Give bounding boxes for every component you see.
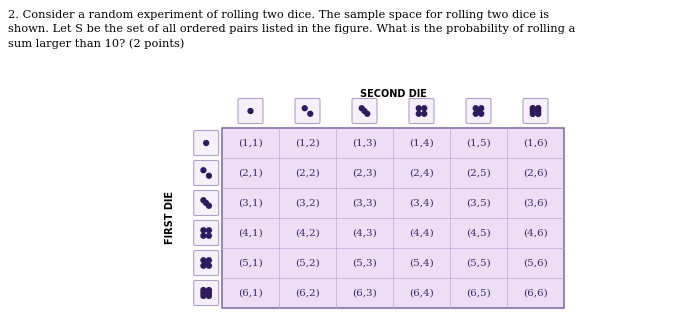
Text: SECOND DIE: SECOND DIE: [360, 89, 426, 99]
Text: (3,2): (3,2): [295, 199, 320, 207]
Circle shape: [362, 109, 367, 113]
Circle shape: [479, 106, 484, 111]
Text: sum larger than 10? (2 points): sum larger than 10? (2 points): [8, 38, 185, 48]
Circle shape: [422, 111, 427, 116]
Circle shape: [530, 109, 535, 113]
Circle shape: [201, 233, 206, 238]
Circle shape: [204, 261, 209, 266]
Text: (5,2): (5,2): [295, 258, 320, 267]
Text: (2,2): (2,2): [295, 169, 320, 178]
FancyBboxPatch shape: [222, 128, 564, 308]
Text: (6,4): (6,4): [409, 288, 434, 297]
Circle shape: [207, 173, 211, 178]
Text: (6,3): (6,3): [352, 288, 377, 297]
Circle shape: [479, 111, 484, 116]
FancyBboxPatch shape: [194, 280, 219, 306]
FancyBboxPatch shape: [194, 191, 219, 215]
Circle shape: [530, 111, 535, 116]
Circle shape: [207, 288, 211, 293]
Text: (4,6): (4,6): [523, 228, 548, 237]
Circle shape: [248, 109, 253, 113]
Text: (6,2): (6,2): [295, 288, 320, 297]
Text: 2. Consider a random experiment of rolling two dice. The sample space for rollin: 2. Consider a random experiment of rolli…: [8, 10, 549, 20]
FancyBboxPatch shape: [295, 99, 320, 123]
Circle shape: [536, 109, 540, 113]
Circle shape: [476, 109, 481, 113]
Text: (2,4): (2,4): [409, 169, 434, 178]
Text: (3,6): (3,6): [523, 199, 548, 207]
FancyBboxPatch shape: [409, 99, 434, 123]
Circle shape: [536, 106, 540, 110]
Circle shape: [201, 168, 206, 173]
Circle shape: [422, 106, 427, 111]
Circle shape: [201, 228, 206, 233]
Text: FIRST DIE: FIRST DIE: [165, 192, 175, 245]
Circle shape: [207, 258, 211, 263]
Circle shape: [207, 294, 211, 298]
Circle shape: [530, 106, 535, 110]
Text: (5,5): (5,5): [466, 258, 491, 267]
Text: (3,3): (3,3): [352, 199, 377, 207]
Text: (4,4): (4,4): [409, 228, 434, 237]
Text: (3,5): (3,5): [466, 199, 491, 207]
Text: (2,6): (2,6): [523, 169, 548, 178]
Circle shape: [359, 106, 364, 111]
Text: (5,6): (5,6): [523, 258, 548, 267]
Text: (3,1): (3,1): [238, 199, 263, 207]
Circle shape: [207, 228, 211, 233]
FancyBboxPatch shape: [194, 130, 219, 155]
Circle shape: [207, 203, 211, 208]
Text: (4,1): (4,1): [238, 228, 263, 237]
Text: (4,3): (4,3): [352, 228, 377, 237]
Circle shape: [207, 233, 211, 238]
Circle shape: [473, 111, 478, 116]
Circle shape: [473, 106, 478, 111]
Circle shape: [207, 263, 211, 268]
Text: (4,2): (4,2): [295, 228, 320, 237]
FancyBboxPatch shape: [466, 99, 491, 123]
Circle shape: [204, 201, 209, 205]
FancyBboxPatch shape: [194, 221, 219, 245]
Text: (2,3): (2,3): [352, 169, 377, 178]
Circle shape: [417, 106, 421, 111]
Text: (2,5): (2,5): [466, 169, 491, 178]
Text: (1,5): (1,5): [466, 139, 491, 148]
Text: (1,4): (1,4): [409, 139, 434, 148]
Circle shape: [536, 111, 540, 116]
Text: (5,3): (5,3): [352, 258, 377, 267]
Circle shape: [201, 198, 206, 203]
Text: (6,1): (6,1): [238, 288, 263, 297]
Circle shape: [302, 106, 307, 111]
Circle shape: [201, 258, 206, 263]
FancyBboxPatch shape: [238, 99, 263, 123]
FancyBboxPatch shape: [352, 99, 377, 123]
Text: (1,6): (1,6): [523, 139, 548, 148]
Circle shape: [201, 291, 206, 296]
Text: (4,5): (4,5): [466, 228, 491, 237]
Text: (1,3): (1,3): [352, 139, 377, 148]
FancyBboxPatch shape: [194, 161, 219, 185]
Text: shown. Let S be the set of all ordered pairs listed in the figure. What is the p: shown. Let S be the set of all ordered p…: [8, 24, 575, 34]
Circle shape: [308, 111, 313, 116]
Circle shape: [365, 111, 369, 116]
Text: (3,4): (3,4): [409, 199, 434, 207]
Circle shape: [207, 291, 211, 296]
Circle shape: [201, 263, 206, 268]
Text: (5,1): (5,1): [238, 258, 263, 267]
Text: (2,1): (2,1): [238, 169, 263, 178]
Circle shape: [417, 111, 421, 116]
FancyBboxPatch shape: [523, 99, 548, 123]
Text: (5,4): (5,4): [409, 258, 434, 267]
Circle shape: [201, 288, 206, 293]
Text: (6,5): (6,5): [466, 288, 491, 297]
Circle shape: [204, 141, 209, 145]
Circle shape: [201, 294, 206, 298]
Text: (6,6): (6,6): [523, 288, 548, 297]
Text: (1,2): (1,2): [295, 139, 320, 148]
Text: (1,1): (1,1): [238, 139, 263, 148]
FancyBboxPatch shape: [194, 251, 219, 276]
